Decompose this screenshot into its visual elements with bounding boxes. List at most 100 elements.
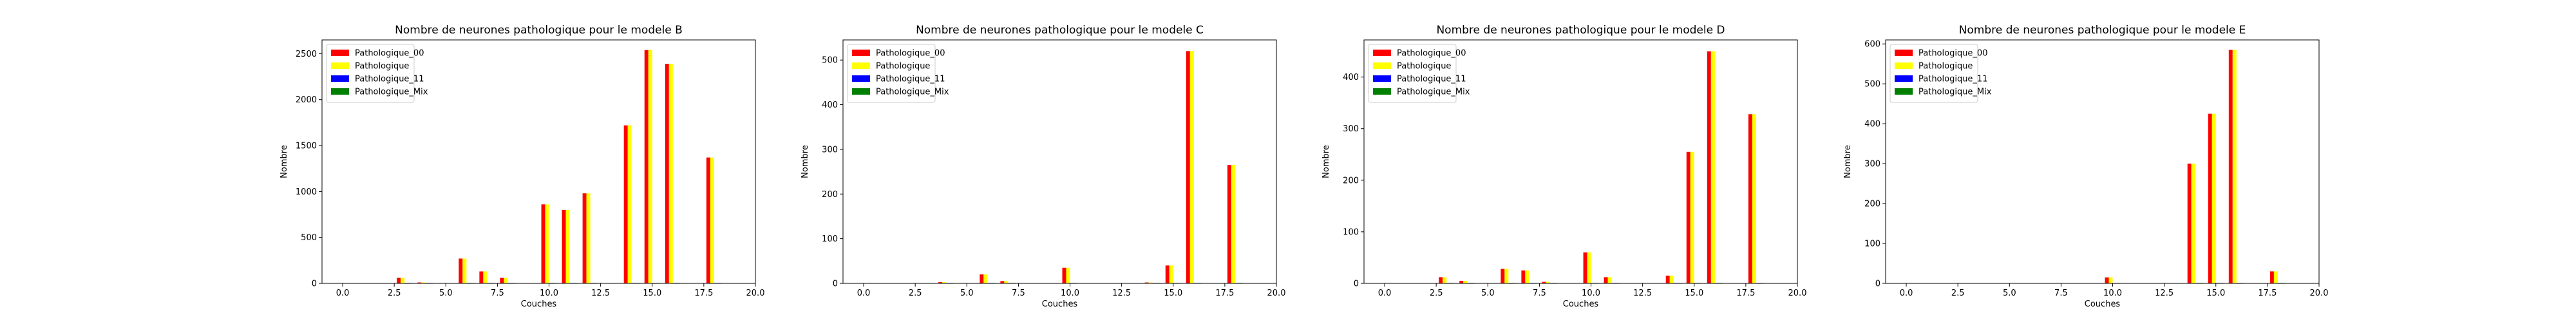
- bar: [1521, 270, 1526, 283]
- legend-swatch: [1373, 50, 1391, 56]
- bar: [1227, 165, 1231, 283]
- bar: [401, 278, 405, 283]
- bar: [1542, 281, 1546, 283]
- bar: [1583, 252, 1587, 283]
- bar: [541, 204, 545, 283]
- legend-label: Pathologique_00: [1397, 49, 1466, 59]
- y-axis-label: Nombre: [1321, 145, 1331, 178]
- legend-swatch: [852, 50, 870, 56]
- legend-swatch: [1895, 75, 1913, 82]
- legend-box: [1889, 44, 1978, 103]
- legend-label: Pathologique_00: [876, 49, 945, 59]
- chart-panel: Nombre de neurones pathologique pour le …: [800, 24, 1285, 309]
- bar: [1607, 277, 1612, 283]
- bar: [665, 64, 669, 283]
- x-tick-label: 7.5: [491, 289, 504, 298]
- bar: [942, 281, 947, 283]
- x-tick-label: 20.0: [746, 289, 765, 298]
- x-tick-label: 12.5: [1633, 289, 1652, 298]
- bar: [1165, 265, 1170, 283]
- bar: [983, 274, 988, 283]
- legend-label: Pathologique: [876, 62, 930, 71]
- y-tick-label: 300: [1343, 124, 1359, 134]
- x-tick-label: 5.0: [1481, 289, 1495, 298]
- legend: Pathologique_00 Pathologique Pathologique_…: [1368, 44, 1470, 103]
- chart-title: Nombre de neurones pathologique pour le …: [1959, 24, 2246, 37]
- bar: [1707, 51, 1711, 283]
- bar: [545, 204, 549, 283]
- x-tick-label: 10.0: [1061, 289, 1079, 298]
- x-tick-label: 15.0: [643, 289, 661, 298]
- bar: [1443, 277, 1447, 283]
- bar: [1604, 277, 1608, 283]
- bar: [1525, 270, 1530, 283]
- y-tick-label: 100: [822, 234, 838, 244]
- legend-label: Pathologique_Mix: [876, 88, 949, 97]
- bar: [1463, 280, 1468, 283]
- x-tick-label: 15.0: [2206, 289, 2225, 298]
- bar: [644, 50, 649, 284]
- bar: [462, 258, 467, 283]
- legend-label: Pathologique_00: [1918, 49, 1987, 59]
- y-tick-label: 300: [1864, 160, 1880, 169]
- bar: [2208, 113, 2212, 283]
- y-tick-label: 200: [1864, 200, 1880, 209]
- chart-panel: Nombre de neurones pathologique pour le …: [1321, 24, 1806, 309]
- x-tick-label: 12.5: [1112, 289, 1131, 298]
- bar: [1752, 114, 1756, 284]
- legend-swatch: [331, 88, 349, 95]
- y-tick-label: 200: [1343, 176, 1359, 185]
- bar: [627, 125, 632, 283]
- bar: [706, 157, 710, 283]
- x-tick-label: 2.5: [1951, 289, 1965, 298]
- legend-swatch: [1895, 50, 1913, 56]
- bar: [1439, 277, 1443, 283]
- y-axis-label: Nombre: [800, 145, 810, 178]
- legend-label: Pathologique_11: [355, 75, 424, 84]
- y-tick-label: 0: [1875, 279, 1880, 289]
- legend-label: Pathologique_Mix: [1397, 88, 1470, 97]
- x-tick-label: 15.0: [1685, 289, 1703, 298]
- bar: [2191, 164, 2195, 283]
- bar: [1690, 151, 1694, 283]
- legend-swatch: [331, 75, 349, 82]
- bar: [1062, 267, 1066, 283]
- bar: [938, 281, 943, 283]
- bar: [1459, 280, 1464, 283]
- bar: [1066, 267, 1070, 283]
- x-axis-label: Couches: [521, 299, 557, 309]
- x-tick-label: 5.0: [960, 289, 974, 298]
- bar: [2273, 271, 2278, 283]
- bar: [1669, 275, 1674, 283]
- x-tick-label: 17.5: [1736, 289, 1755, 298]
- bar: [2108, 277, 2113, 283]
- legend-swatch: [331, 62, 349, 69]
- x-tick-label: 10.0: [2103, 289, 2122, 298]
- bar: [1587, 252, 1591, 283]
- bar: [2211, 113, 2216, 283]
- x-axis-label: Couches: [2085, 299, 2121, 309]
- legend-label: Pathologique: [1918, 62, 1973, 71]
- legend-swatch: [1373, 88, 1391, 95]
- x-tick-label: 0.0: [857, 289, 871, 298]
- legend-swatch: [331, 50, 349, 56]
- legend-label: Pathologique_11: [1918, 75, 1987, 84]
- legend-label: Pathologique: [1397, 62, 1451, 71]
- bar: [2187, 164, 2192, 283]
- y-axis-label: Nombre: [279, 145, 289, 178]
- bar: [397, 278, 401, 283]
- legend-label: Pathologique: [355, 62, 409, 71]
- x-tick-label: 10.0: [1582, 289, 1600, 298]
- bar: [980, 274, 984, 283]
- bar: [586, 193, 591, 283]
- x-tick-label: 17.5: [1215, 289, 1234, 298]
- y-tick-label: 500: [822, 56, 838, 66]
- y-tick-label: 0: [312, 279, 317, 289]
- axes-frame: [842, 39, 1277, 284]
- bar: [1748, 114, 1752, 284]
- legend: Pathologique_00 Pathologique Pathologique_…: [847, 44, 949, 103]
- x-tick-label: 5.0: [439, 289, 453, 298]
- legend-swatch: [1373, 62, 1391, 69]
- legend-label: Pathologique_00: [355, 49, 424, 59]
- x-tick-label: 20.0: [1788, 289, 1807, 298]
